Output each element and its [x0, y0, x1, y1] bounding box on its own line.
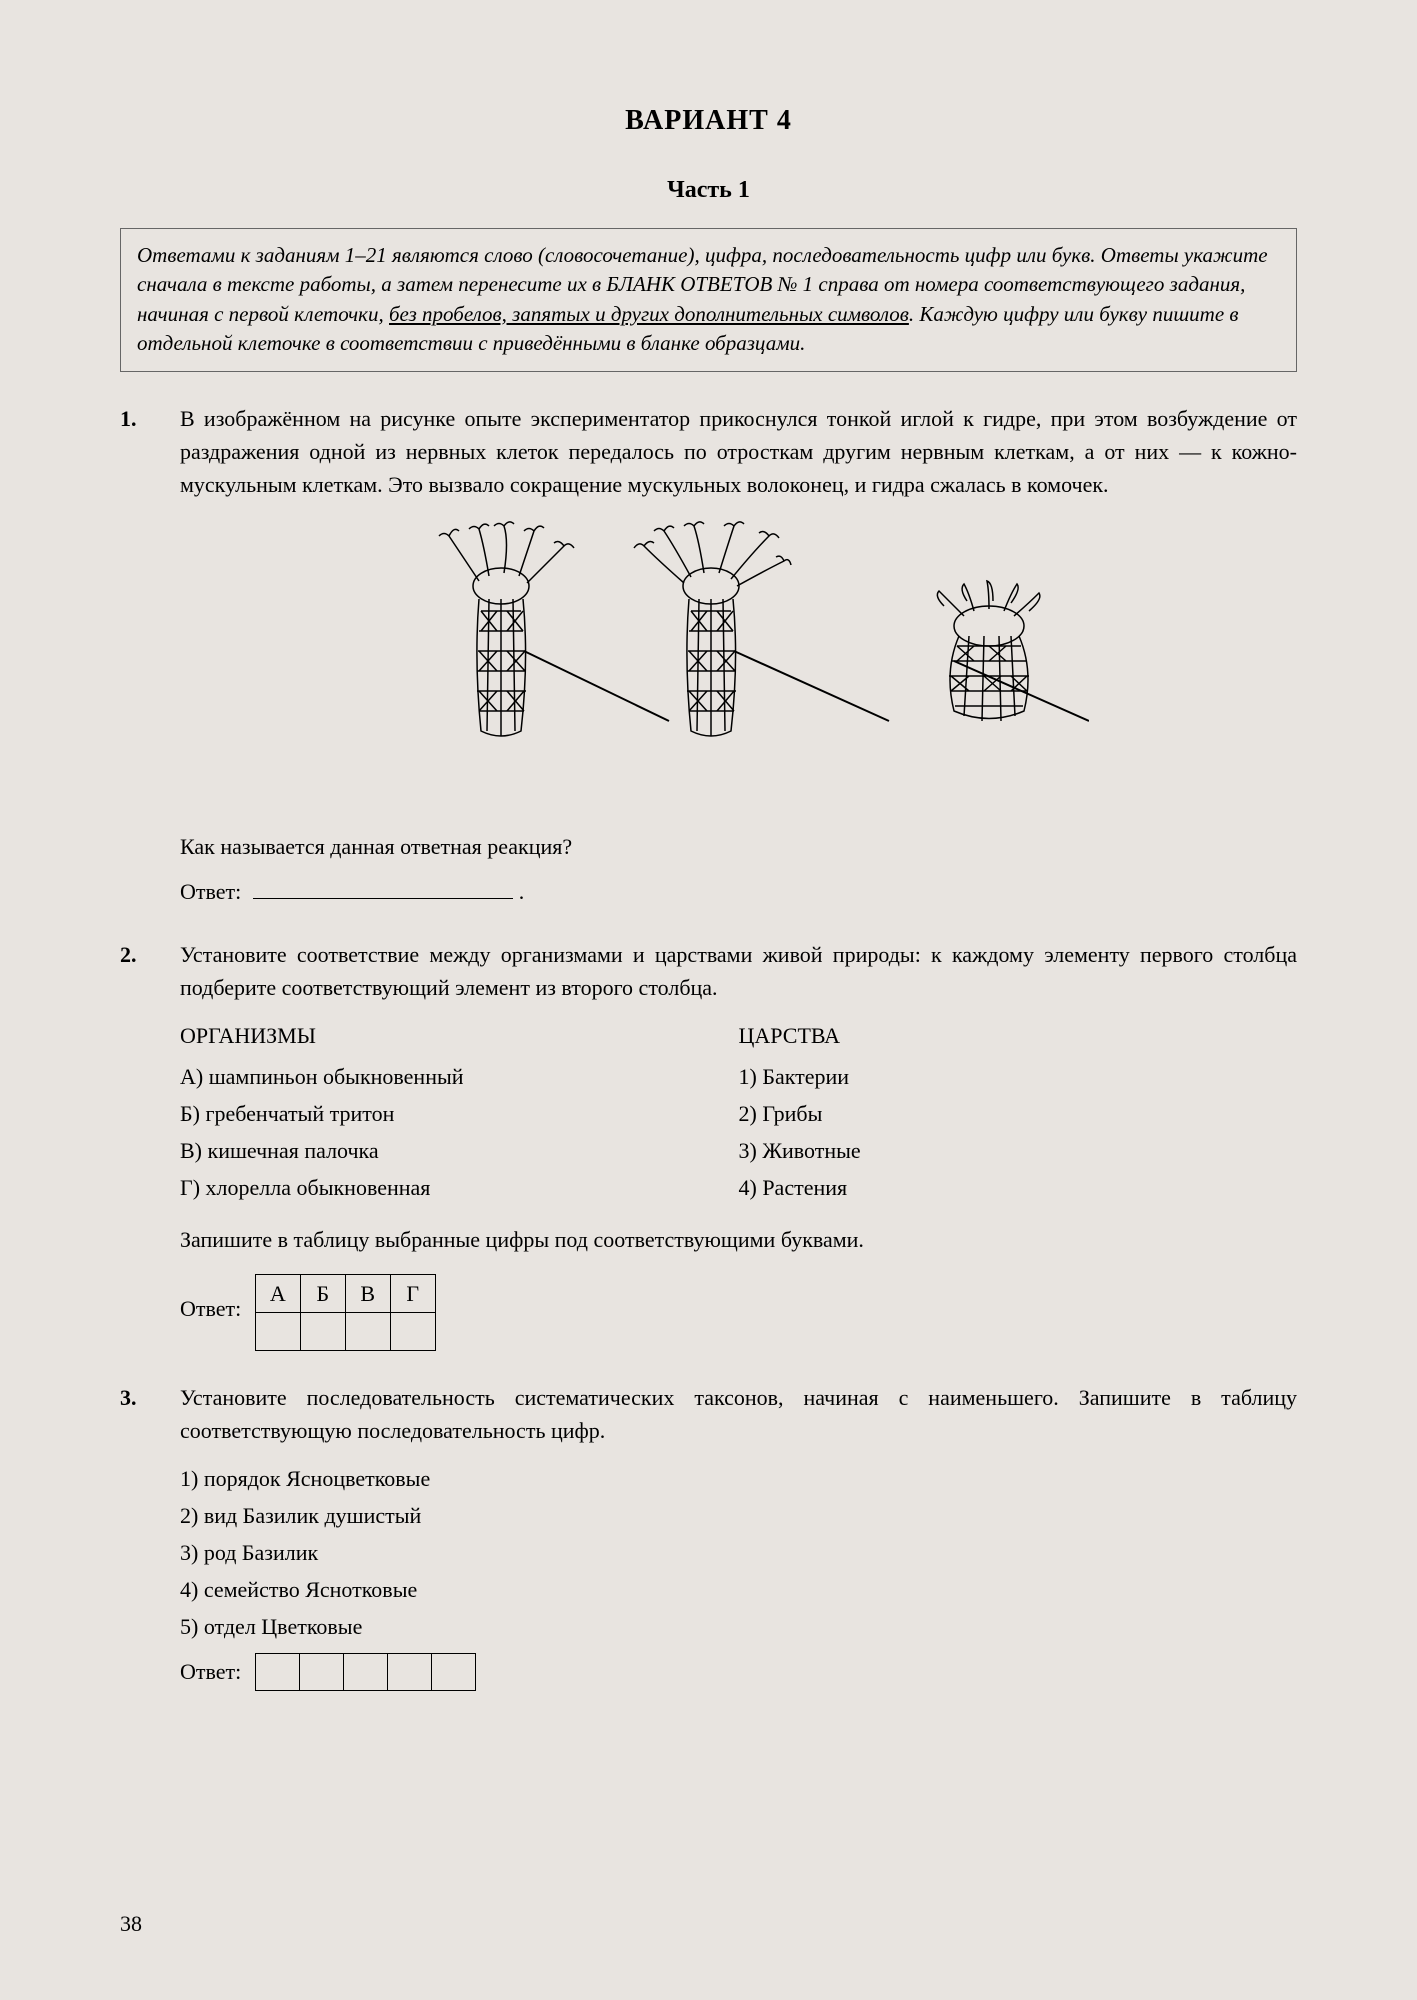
- question-3-number: 3.: [120, 1381, 150, 1414]
- answer-boxes-3[interactable]: [255, 1653, 476, 1691]
- question-2-text: Установите соответствие между организмам…: [180, 938, 1297, 1004]
- taxon-1: 1) порядок Ясноцветковые: [180, 1462, 1297, 1495]
- taxon-3: 3) род Базилик: [180, 1536, 1297, 1569]
- answer-table-2[interactable]: А Б В Г: [255, 1274, 436, 1351]
- answer-blank-1[interactable]: [253, 898, 513, 899]
- answer-label-3: Ответ:: [180, 1655, 241, 1688]
- kingdom-4: 4) Растения: [739, 1171, 1298, 1204]
- question-2-number: 2.: [120, 938, 150, 971]
- question-1-number: 1.: [120, 402, 150, 435]
- answer-box[interactable]: [387, 1653, 432, 1691]
- answer-box[interactable]: [299, 1653, 344, 1691]
- cell-c[interactable]: [345, 1312, 390, 1350]
- question-2: 2. Установите соответствие между организ…: [120, 938, 1297, 1351]
- organism-c: В) кишечная палочка: [180, 1134, 739, 1167]
- question-2-instruction: Запишите в таблицу выбранные цифры под с…: [180, 1223, 1297, 1256]
- kingdoms-header: ЦАРСТВА: [739, 1019, 1298, 1052]
- organism-a: А) шампиньон обыкновенный: [180, 1060, 739, 1093]
- answer-box[interactable]: [343, 1653, 388, 1691]
- col-c: В: [345, 1274, 390, 1312]
- variant-title: ВАРИАНТ 4: [120, 100, 1297, 142]
- cell-a[interactable]: [255, 1312, 300, 1350]
- answer-box[interactable]: [255, 1653, 300, 1691]
- answer-label-2: Ответ:: [180, 1292, 241, 1325]
- question-1: 1. В изображённом на рисунке опыте экспе…: [120, 402, 1297, 908]
- organisms-header: ОРГАНИЗМЫ: [180, 1019, 739, 1052]
- taxon-4: 4) семейство Яснотковые: [180, 1573, 1297, 1606]
- question-1-subquestion: Как называется данная ответная реакция?: [180, 830, 1297, 863]
- kingdom-1: 1) Бактерии: [739, 1060, 1298, 1093]
- cell-d[interactable]: [390, 1312, 435, 1350]
- hydra-illustration: [180, 521, 1297, 810]
- kingdom-3: 3) Животные: [739, 1134, 1298, 1167]
- cell-b[interactable]: [300, 1312, 345, 1350]
- taxon-2: 2) вид Базилик душистый: [180, 1499, 1297, 1532]
- organism-b: Б) гребенчатый тритон: [180, 1097, 739, 1130]
- col-d: Г: [390, 1274, 435, 1312]
- instructions-box: Ответами к заданиям 1–21 являются слово …: [120, 228, 1297, 372]
- instructions-underlined: без пробелов, запятых и других дополните…: [389, 302, 909, 326]
- answer-label-1: Ответ:: [180, 879, 241, 904]
- question-3-text: Установите последовательность систематич…: [180, 1381, 1297, 1447]
- col-b: Б: [300, 1274, 345, 1312]
- answer-box[interactable]: [431, 1653, 476, 1691]
- col-a: А: [255, 1274, 300, 1312]
- question-1-text: В изображённом на рисунке опыте эксперим…: [180, 402, 1297, 501]
- taxon-5: 5) отдел Цветковые: [180, 1610, 1297, 1643]
- part-title: Часть 1: [120, 172, 1297, 208]
- kingdom-2: 2) Грибы: [739, 1097, 1298, 1130]
- page-number: 38: [120, 1907, 142, 1940]
- organism-d: Г) хлорелла обыкновенная: [180, 1171, 739, 1204]
- question-3: 3. Установите последовательность система…: [120, 1381, 1297, 1691]
